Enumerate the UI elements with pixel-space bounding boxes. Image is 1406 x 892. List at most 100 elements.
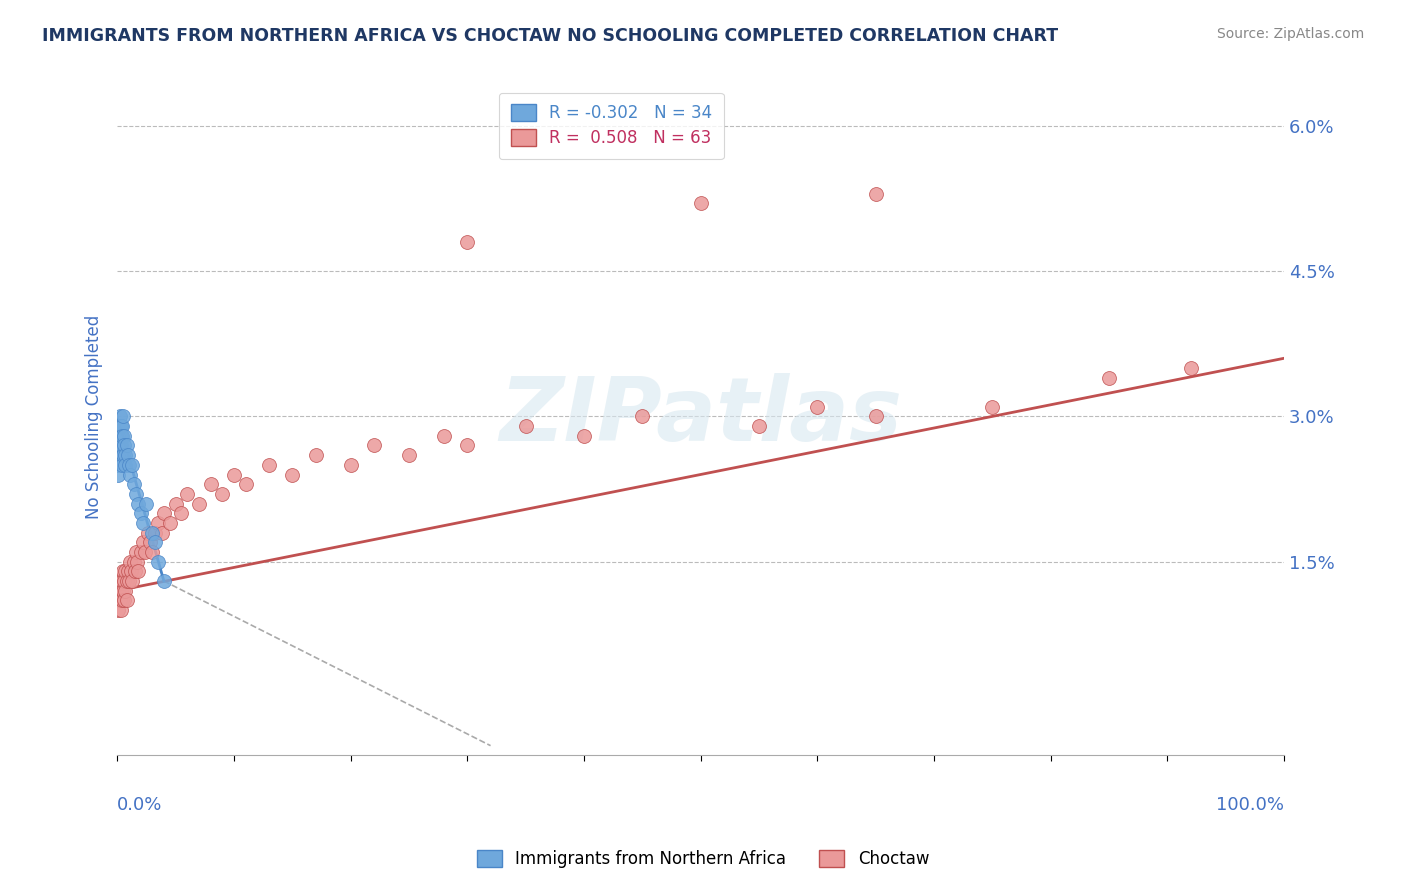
Text: 0.0%: 0.0% — [117, 796, 163, 814]
Text: Source: ZipAtlas.com: Source: ZipAtlas.com — [1216, 27, 1364, 41]
Point — [281, 467, 304, 482]
Point — [125, 487, 148, 501]
Point — [112, 429, 135, 443]
Legend: Immigrants from Northern Africa, Choctaw: Immigrants from Northern Africa, Choctaw — [470, 843, 936, 875]
Point — [118, 458, 141, 472]
Point — [153, 574, 176, 588]
Y-axis label: No Schooling Completed: No Schooling Completed — [86, 314, 103, 518]
Point — [222, 467, 245, 482]
Text: IMMIGRANTS FROM NORTHERN AFRICA VS CHOCTAW NO SCHOOLING COMPLETED CORRELATION CH: IMMIGRANTS FROM NORTHERN AFRICA VS CHOCT… — [42, 27, 1059, 45]
Point — [114, 458, 136, 472]
Point — [515, 419, 537, 434]
Point — [122, 477, 145, 491]
Point — [127, 497, 149, 511]
Point — [150, 525, 173, 540]
Point — [118, 574, 141, 588]
Point — [631, 409, 654, 424]
Point — [121, 574, 143, 588]
Point — [135, 497, 157, 511]
Point — [111, 419, 134, 434]
Point — [153, 506, 176, 520]
Point — [108, 438, 131, 452]
Point — [1180, 361, 1202, 376]
Point — [107, 583, 129, 598]
Point — [112, 593, 135, 607]
Point — [115, 574, 138, 588]
Point — [143, 525, 166, 540]
Point — [132, 516, 155, 530]
Point — [125, 545, 148, 559]
Point — [107, 429, 129, 443]
Point — [865, 409, 887, 424]
Point — [118, 467, 141, 482]
Point — [1098, 370, 1121, 384]
Point — [110, 583, 132, 598]
Point — [111, 409, 134, 424]
Point — [865, 186, 887, 201]
Point — [200, 477, 222, 491]
Point — [114, 565, 136, 579]
Point — [111, 429, 134, 443]
Point — [139, 535, 162, 549]
Point — [456, 235, 478, 249]
Point — [689, 196, 711, 211]
Point — [110, 438, 132, 452]
Point — [112, 574, 135, 588]
Point — [134, 545, 156, 559]
Text: ZIPatlas: ZIPatlas — [499, 373, 903, 460]
Point — [110, 429, 132, 443]
Point — [114, 583, 136, 598]
Point — [114, 448, 136, 462]
Point — [456, 438, 478, 452]
Point — [117, 565, 139, 579]
Point — [748, 419, 770, 434]
Point — [159, 516, 181, 530]
Point — [129, 545, 152, 559]
Point — [132, 535, 155, 549]
Point — [108, 409, 131, 424]
Point — [146, 516, 169, 530]
Point — [124, 565, 146, 579]
Point — [118, 555, 141, 569]
Point — [111, 448, 134, 462]
Point — [108, 593, 131, 607]
Point — [107, 467, 129, 482]
Point — [363, 438, 385, 452]
Point — [165, 497, 187, 511]
Point — [121, 458, 143, 472]
Point — [127, 565, 149, 579]
Point — [235, 477, 257, 491]
Point — [136, 525, 159, 540]
Point — [141, 525, 163, 540]
Point — [111, 565, 134, 579]
Point — [211, 487, 233, 501]
Point — [187, 497, 209, 511]
Point — [110, 603, 132, 617]
Point — [129, 506, 152, 520]
Point — [108, 574, 131, 588]
Point — [398, 448, 420, 462]
Point — [125, 555, 148, 569]
Point — [143, 535, 166, 549]
Point — [433, 429, 456, 443]
Point — [146, 555, 169, 569]
Point — [304, 448, 326, 462]
Point — [111, 593, 134, 607]
Point — [115, 438, 138, 452]
Point — [107, 448, 129, 462]
Point — [107, 603, 129, 617]
Point — [117, 448, 139, 462]
Point — [122, 555, 145, 569]
Point — [170, 506, 193, 520]
Point — [107, 458, 129, 472]
Text: 100.0%: 100.0% — [1216, 796, 1284, 814]
Point — [111, 458, 134, 472]
Point — [120, 565, 142, 579]
Point — [112, 438, 135, 452]
Point — [108, 419, 131, 434]
Point — [981, 400, 1004, 414]
Point — [115, 593, 138, 607]
Point — [141, 545, 163, 559]
Point — [111, 574, 134, 588]
Legend: R = -0.302   N = 34, R =  0.508   N = 63: R = -0.302 N = 34, R = 0.508 N = 63 — [499, 93, 724, 159]
